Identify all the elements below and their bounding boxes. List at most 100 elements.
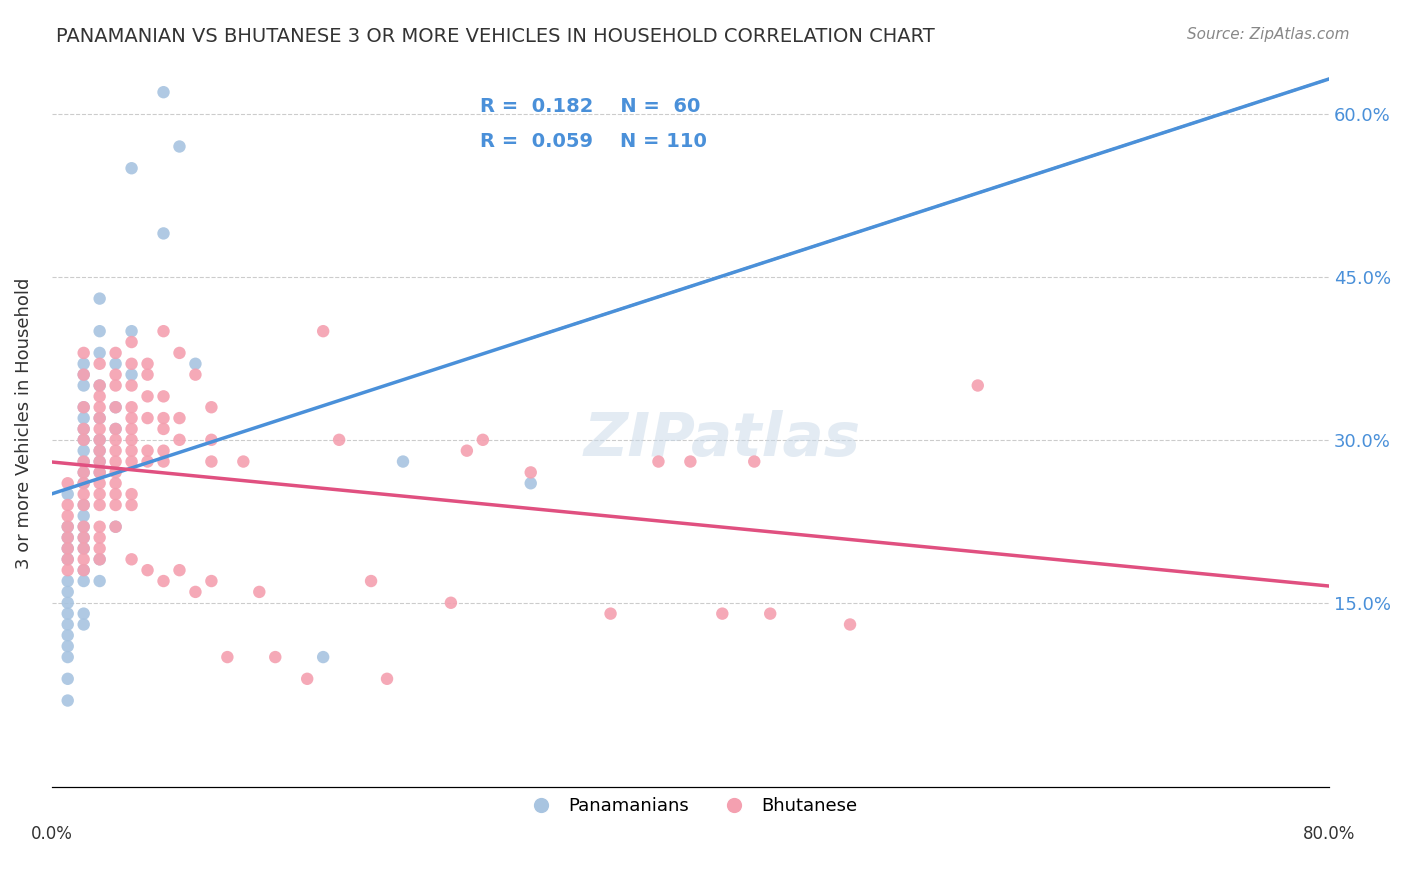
Point — [73, 476, 96, 491]
Point — [839, 617, 862, 632]
Point — [104, 357, 127, 371]
Point — [104, 401, 127, 415]
Point — [360, 574, 382, 588]
Point — [89, 292, 111, 306]
Point — [73, 433, 96, 447]
Text: Source: ZipAtlas.com: Source: ZipAtlas.com — [1187, 27, 1350, 42]
Point — [121, 161, 143, 176]
Point — [73, 401, 96, 415]
Point — [73, 346, 96, 360]
Point — [169, 433, 191, 447]
Point — [73, 401, 96, 415]
Point — [56, 639, 79, 653]
Point — [152, 454, 174, 468]
Point — [56, 574, 79, 588]
Point — [121, 401, 143, 415]
Text: PANAMANIAN VS BHUTANESE 3 OR MORE VEHICLES IN HOUSEHOLD CORRELATION CHART: PANAMANIAN VS BHUTANESE 3 OR MORE VEHICL… — [56, 27, 935, 45]
Point — [104, 433, 127, 447]
Point — [121, 498, 143, 512]
Point — [169, 411, 191, 425]
Point — [73, 357, 96, 371]
Point — [73, 454, 96, 468]
Point — [89, 476, 111, 491]
Point — [73, 563, 96, 577]
Point — [104, 346, 127, 360]
Point — [599, 607, 621, 621]
Point — [647, 454, 669, 468]
Point — [136, 454, 159, 468]
Point — [73, 541, 96, 556]
Point — [104, 498, 127, 512]
Point — [200, 433, 222, 447]
Point — [152, 443, 174, 458]
Point — [152, 389, 174, 403]
Point — [104, 443, 127, 458]
Point — [56, 531, 79, 545]
Point — [136, 411, 159, 425]
Point — [136, 357, 159, 371]
Point — [247, 585, 270, 599]
Point — [169, 563, 191, 577]
Point — [89, 454, 111, 468]
Point — [56, 508, 79, 523]
Point — [73, 508, 96, 523]
Point — [232, 454, 254, 468]
Y-axis label: 3 or more Vehicles in Household: 3 or more Vehicles in Household — [15, 277, 32, 569]
Point — [375, 672, 398, 686]
Point — [519, 476, 541, 491]
Point — [217, 650, 239, 665]
Point — [73, 466, 96, 480]
Point — [152, 227, 174, 241]
Point — [56, 541, 79, 556]
Point — [73, 531, 96, 545]
Point — [392, 454, 415, 468]
Point — [73, 607, 96, 621]
Point — [73, 368, 96, 382]
Point — [56, 617, 79, 632]
Point — [73, 541, 96, 556]
Point — [121, 357, 143, 371]
Point — [104, 476, 127, 491]
Point — [121, 334, 143, 349]
Point — [136, 443, 159, 458]
Point — [121, 411, 143, 425]
Point — [89, 531, 111, 545]
Point — [169, 139, 191, 153]
Point — [104, 422, 127, 436]
Point — [73, 563, 96, 577]
Point — [73, 422, 96, 436]
Point — [89, 443, 111, 458]
Point — [121, 454, 143, 468]
Point — [136, 389, 159, 403]
Point — [73, 519, 96, 533]
Point — [56, 563, 79, 577]
Point — [56, 552, 79, 566]
Point — [56, 607, 79, 621]
Point — [440, 596, 463, 610]
Point — [56, 693, 79, 707]
Text: ZIPatlas: ZIPatlas — [583, 410, 860, 469]
Point — [966, 378, 988, 392]
Point — [104, 519, 127, 533]
Point — [56, 672, 79, 686]
Point — [169, 346, 191, 360]
Point — [89, 389, 111, 403]
Point — [264, 650, 287, 665]
Point — [104, 422, 127, 436]
Point — [73, 454, 96, 468]
Point — [456, 443, 478, 458]
Point — [121, 443, 143, 458]
Point — [104, 519, 127, 533]
Point — [73, 466, 96, 480]
Point — [104, 454, 127, 468]
Point — [121, 487, 143, 501]
Point — [121, 422, 143, 436]
Point — [89, 346, 111, 360]
Point — [295, 672, 318, 686]
Point — [104, 466, 127, 480]
Point — [742, 454, 765, 468]
Point — [89, 422, 111, 436]
Point — [56, 498, 79, 512]
Point — [89, 411, 111, 425]
Point — [56, 650, 79, 665]
